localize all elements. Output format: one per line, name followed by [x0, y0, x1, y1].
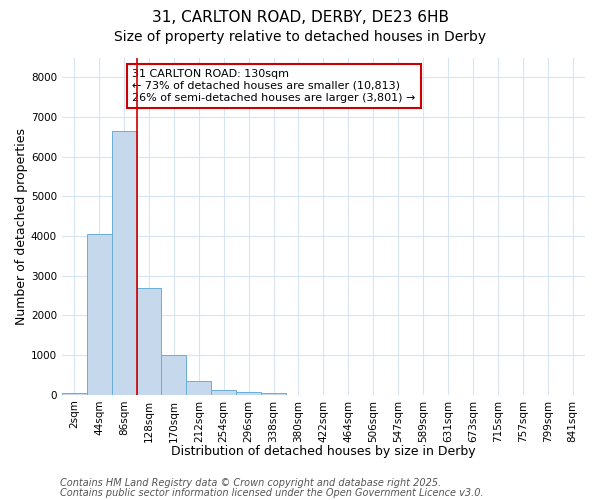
Bar	[261, 393, 286, 394]
Text: Contains public sector information licensed under the Open Government Licence v3: Contains public sector information licen…	[60, 488, 484, 498]
Bar	[187, 381, 211, 394]
Text: 31, CARLTON ROAD, DERBY, DE23 6HB: 31, CARLTON ROAD, DERBY, DE23 6HB	[151, 10, 449, 25]
Text: 31 CARLTON ROAD: 130sqm
← 73% of detached houses are smaller (10,813)
26% of sem: 31 CARLTON ROAD: 130sqm ← 73% of detache…	[133, 70, 416, 102]
Bar	[86, 234, 112, 394]
Text: Contains HM Land Registry data © Crown copyright and database right 2025.: Contains HM Land Registry data © Crown c…	[60, 478, 441, 488]
Y-axis label: Number of detached properties: Number of detached properties	[15, 128, 28, 324]
Bar	[236, 392, 261, 394]
Bar	[211, 390, 236, 394]
Bar	[161, 356, 187, 395]
Bar	[112, 131, 137, 394]
Text: Size of property relative to detached houses in Derby: Size of property relative to detached ho…	[114, 30, 486, 44]
X-axis label: Distribution of detached houses by size in Derby: Distribution of detached houses by size …	[171, 444, 476, 458]
Bar	[62, 393, 86, 394]
Bar	[137, 288, 161, 395]
